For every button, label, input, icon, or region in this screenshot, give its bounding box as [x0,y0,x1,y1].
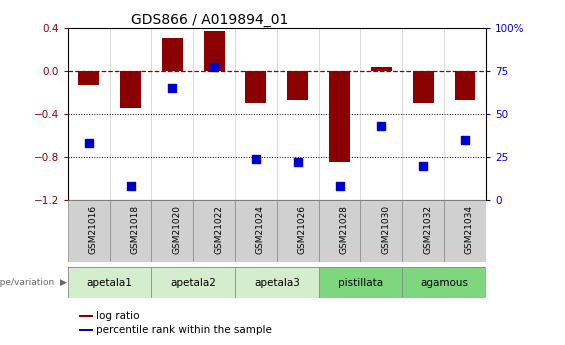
Text: GSM21032: GSM21032 [423,205,432,254]
Bar [79,329,93,331]
Text: pistillata: pistillata [338,278,383,288]
Point [419,163,428,168]
Bar [79,315,93,317]
Bar [120,71,141,108]
Point [335,184,344,189]
Bar [454,71,475,100]
Bar [68,200,110,262]
Point [126,184,135,189]
Text: GSM21024: GSM21024 [256,205,265,254]
Text: GSM21022: GSM21022 [214,205,223,254]
Text: GSM21030: GSM21030 [381,205,390,254]
Bar [162,38,183,71]
Text: GSM21016: GSM21016 [89,205,98,254]
Text: log ratio: log ratio [95,311,139,321]
Text: GSM21020: GSM21020 [172,205,181,254]
Point [293,159,302,165]
Bar [151,267,235,298]
Point [84,140,93,146]
Point [460,137,470,142]
Text: GSM21034: GSM21034 [465,205,474,254]
Bar [78,71,99,85]
Text: apetala2: apetala2 [170,278,216,288]
Bar [193,200,235,262]
Bar [245,71,267,103]
Point [168,85,177,91]
Bar [151,200,193,262]
Text: GDS866 / A019894_01: GDS866 / A019894_01 [131,12,288,27]
Bar [402,200,444,262]
Point [210,65,219,70]
Bar [68,267,151,298]
Point [251,156,260,161]
Bar [110,200,151,262]
Text: GSM21018: GSM21018 [131,205,140,254]
Text: agamous: agamous [420,278,468,288]
Bar [412,71,433,103]
Bar [329,71,350,162]
Text: apetala3: apetala3 [254,278,300,288]
Bar [319,200,360,262]
Bar [319,267,402,298]
Bar [371,68,392,71]
Bar [235,267,319,298]
Text: GSM21026: GSM21026 [298,205,307,254]
Text: genotype/variation  ▶: genotype/variation ▶ [0,278,67,287]
Bar [360,200,402,262]
Text: GSM21028: GSM21028 [340,205,349,254]
Text: percentile rank within the sample: percentile rank within the sample [95,325,272,335]
Bar [277,200,319,262]
Point [377,123,386,129]
Bar [444,200,486,262]
Bar [203,31,225,71]
Text: apetala1: apetala1 [86,278,133,288]
Bar [235,200,277,262]
Bar [402,267,486,298]
Bar [287,71,308,100]
